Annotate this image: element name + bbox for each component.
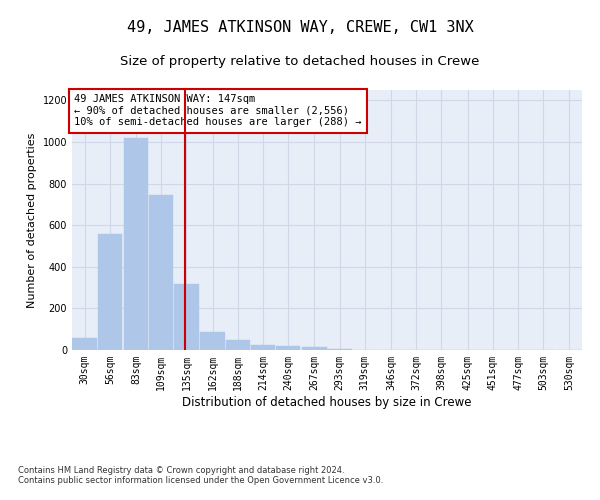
Bar — [98, 234, 122, 350]
Y-axis label: Number of detached properties: Number of detached properties — [27, 132, 37, 308]
Bar — [302, 347, 326, 350]
Bar — [276, 346, 301, 350]
Bar — [251, 345, 275, 350]
Bar — [124, 138, 148, 350]
Bar — [200, 332, 225, 350]
X-axis label: Distribution of detached houses by size in Crewe: Distribution of detached houses by size … — [182, 396, 472, 408]
Text: Contains HM Land Registry data © Crown copyright and database right 2024.
Contai: Contains HM Land Registry data © Crown c… — [18, 466, 383, 485]
Text: Size of property relative to detached houses in Crewe: Size of property relative to detached ho… — [121, 55, 479, 68]
Bar — [174, 284, 199, 350]
Text: 49, JAMES ATKINSON WAY, CREWE, CW1 3NX: 49, JAMES ATKINSON WAY, CREWE, CW1 3NX — [127, 20, 473, 35]
Text: 49 JAMES ATKINSON WAY: 147sqm
← 90% of detached houses are smaller (2,556)
10% o: 49 JAMES ATKINSON WAY: 147sqm ← 90% of d… — [74, 94, 361, 128]
Bar — [328, 349, 352, 350]
Bar — [226, 340, 250, 350]
Bar — [73, 338, 97, 350]
Bar — [149, 195, 173, 350]
